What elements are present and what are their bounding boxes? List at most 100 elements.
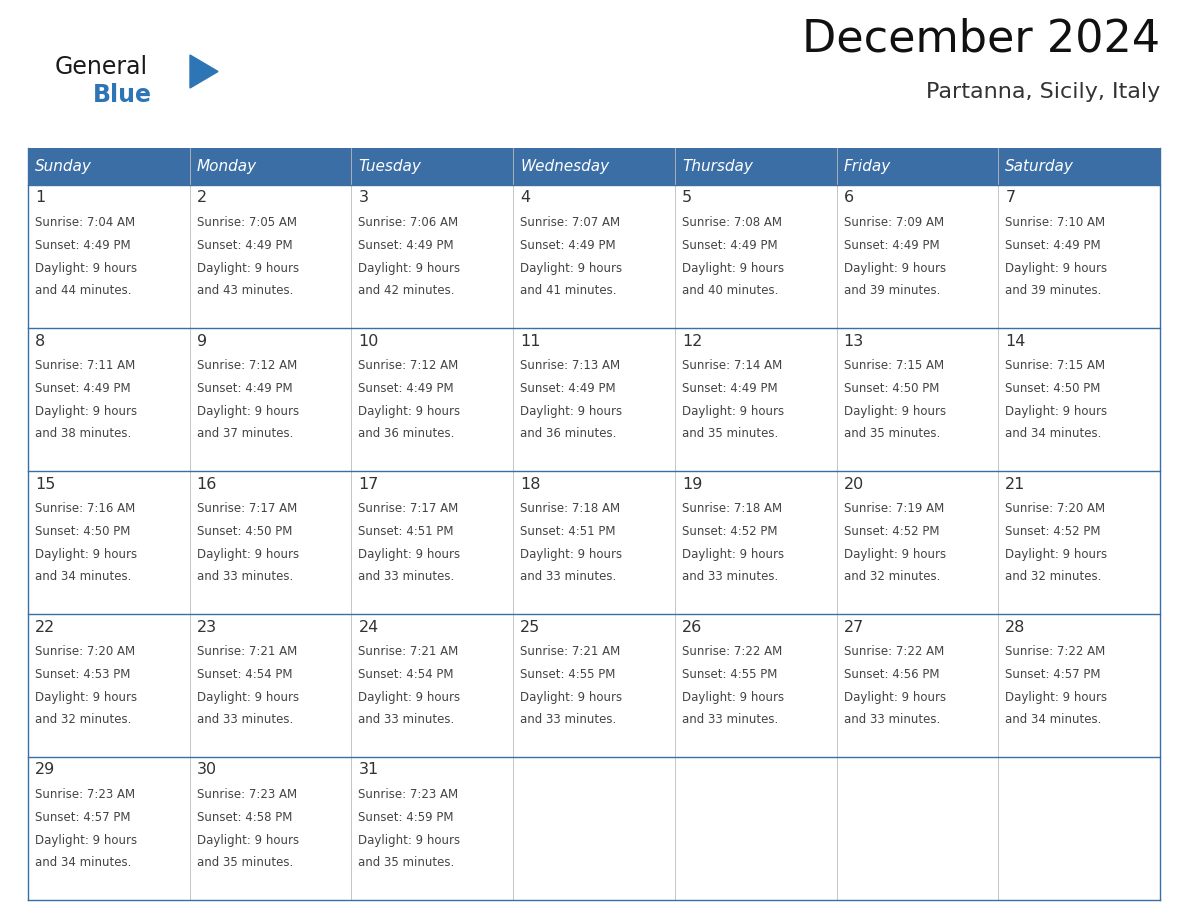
- Text: Sunset: 4:52 PM: Sunset: 4:52 PM: [843, 525, 939, 538]
- Text: Sunrise: 7:16 AM: Sunrise: 7:16 AM: [34, 502, 135, 515]
- Text: 20: 20: [843, 476, 864, 491]
- Text: and 36 minutes.: and 36 minutes.: [359, 428, 455, 441]
- Text: Sunset: 4:49 PM: Sunset: 4:49 PM: [682, 239, 777, 252]
- Bar: [998, 328, 1159, 471]
- Bar: [29, 614, 190, 757]
- Bar: [29, 471, 190, 614]
- Text: 21: 21: [1005, 476, 1025, 491]
- Text: and 32 minutes.: and 32 minutes.: [34, 713, 132, 726]
- Text: Daylight: 9 hours: Daylight: 9 hours: [359, 262, 461, 274]
- Text: and 34 minutes.: and 34 minutes.: [1005, 713, 1101, 726]
- Text: 17: 17: [359, 476, 379, 491]
- Bar: [190, 185, 352, 328]
- Bar: [675, 757, 836, 900]
- Bar: [513, 471, 675, 614]
- Text: and 33 minutes.: and 33 minutes.: [520, 713, 617, 726]
- Text: and 33 minutes.: and 33 minutes.: [359, 570, 455, 584]
- Text: Daylight: 9 hours: Daylight: 9 hours: [843, 405, 946, 418]
- Text: 23: 23: [197, 620, 217, 634]
- Bar: [190, 328, 352, 471]
- Bar: [352, 328, 513, 471]
- Text: Sunrise: 7:21 AM: Sunrise: 7:21 AM: [520, 645, 620, 658]
- Text: Sunset: 4:50 PM: Sunset: 4:50 PM: [197, 525, 292, 538]
- Text: Sunrise: 7:22 AM: Sunrise: 7:22 AM: [1005, 645, 1106, 658]
- Text: Daylight: 9 hours: Daylight: 9 hours: [1005, 262, 1107, 274]
- Text: Sunset: 4:49 PM: Sunset: 4:49 PM: [520, 239, 615, 252]
- Text: Daylight: 9 hours: Daylight: 9 hours: [197, 834, 299, 846]
- Text: and 40 minutes.: and 40 minutes.: [682, 285, 778, 297]
- Bar: [998, 614, 1159, 757]
- Text: 30: 30: [197, 763, 217, 778]
- Text: Daylight: 9 hours: Daylight: 9 hours: [34, 262, 137, 274]
- Text: 19: 19: [682, 476, 702, 491]
- Text: Saturday: Saturday: [1005, 159, 1074, 174]
- Text: and 36 minutes.: and 36 minutes.: [520, 428, 617, 441]
- Text: Sunset: 4:59 PM: Sunset: 4:59 PM: [359, 812, 454, 824]
- Text: 22: 22: [34, 620, 56, 634]
- Bar: [836, 148, 998, 185]
- Text: Sunset: 4:49 PM: Sunset: 4:49 PM: [197, 382, 292, 395]
- Bar: [675, 471, 836, 614]
- Text: 28: 28: [1005, 620, 1025, 634]
- Text: Tuesday: Tuesday: [359, 159, 422, 174]
- Text: Partanna, Sicily, Italy: Partanna, Sicily, Italy: [925, 82, 1159, 102]
- Bar: [29, 148, 190, 185]
- Text: Sunrise: 7:07 AM: Sunrise: 7:07 AM: [520, 217, 620, 230]
- Bar: [352, 471, 513, 614]
- Text: 18: 18: [520, 476, 541, 491]
- Text: and 34 minutes.: and 34 minutes.: [34, 856, 132, 869]
- Text: Sunrise: 7:13 AM: Sunrise: 7:13 AM: [520, 359, 620, 373]
- Text: Sunset: 4:58 PM: Sunset: 4:58 PM: [197, 812, 292, 824]
- Bar: [352, 148, 513, 185]
- Text: Wednesday: Wednesday: [520, 159, 609, 174]
- Text: Daylight: 9 hours: Daylight: 9 hours: [520, 262, 623, 274]
- Text: and 42 minutes.: and 42 minutes.: [359, 285, 455, 297]
- Text: Sunset: 4:56 PM: Sunset: 4:56 PM: [843, 668, 939, 681]
- Bar: [513, 148, 675, 185]
- Text: Sunset: 4:50 PM: Sunset: 4:50 PM: [34, 525, 131, 538]
- Text: Sunrise: 7:12 AM: Sunrise: 7:12 AM: [197, 359, 297, 373]
- Text: Sunrise: 7:17 AM: Sunrise: 7:17 AM: [197, 502, 297, 515]
- Text: Daylight: 9 hours: Daylight: 9 hours: [1005, 548, 1107, 561]
- Text: Sunset: 4:49 PM: Sunset: 4:49 PM: [197, 239, 292, 252]
- Text: December 2024: December 2024: [802, 18, 1159, 61]
- Bar: [513, 185, 675, 328]
- Text: Sunrise: 7:15 AM: Sunrise: 7:15 AM: [843, 359, 943, 373]
- Text: and 35 minutes.: and 35 minutes.: [197, 856, 293, 869]
- Bar: [352, 614, 513, 757]
- Text: Sunset: 4:49 PM: Sunset: 4:49 PM: [359, 382, 454, 395]
- Text: Sunrise: 7:04 AM: Sunrise: 7:04 AM: [34, 217, 135, 230]
- Text: Sunrise: 7:12 AM: Sunrise: 7:12 AM: [359, 359, 459, 373]
- Text: Sunset: 4:50 PM: Sunset: 4:50 PM: [843, 382, 939, 395]
- Text: Sunrise: 7:23 AM: Sunrise: 7:23 AM: [34, 789, 135, 801]
- Bar: [998, 471, 1159, 614]
- Bar: [29, 328, 190, 471]
- Text: Sunset: 4:57 PM: Sunset: 4:57 PM: [1005, 668, 1101, 681]
- Bar: [836, 614, 998, 757]
- Text: Daylight: 9 hours: Daylight: 9 hours: [34, 548, 137, 561]
- Text: Sunrise: 7:23 AM: Sunrise: 7:23 AM: [197, 789, 297, 801]
- Text: and 34 minutes.: and 34 minutes.: [1005, 428, 1101, 441]
- Text: 5: 5: [682, 191, 691, 206]
- Text: and 34 minutes.: and 34 minutes.: [34, 570, 132, 584]
- Text: Sunrise: 7:05 AM: Sunrise: 7:05 AM: [197, 217, 297, 230]
- Bar: [29, 185, 190, 328]
- Text: Daylight: 9 hours: Daylight: 9 hours: [359, 405, 461, 418]
- Text: Daylight: 9 hours: Daylight: 9 hours: [359, 690, 461, 704]
- Text: and 32 minutes.: and 32 minutes.: [1005, 570, 1101, 584]
- Bar: [190, 757, 352, 900]
- Text: Blue: Blue: [93, 83, 152, 107]
- Bar: [513, 614, 675, 757]
- Text: Daylight: 9 hours: Daylight: 9 hours: [1005, 405, 1107, 418]
- Bar: [190, 614, 352, 757]
- Text: Daylight: 9 hours: Daylight: 9 hours: [197, 405, 299, 418]
- Text: Sunrise: 7:15 AM: Sunrise: 7:15 AM: [1005, 359, 1105, 373]
- Text: Sunrise: 7:20 AM: Sunrise: 7:20 AM: [1005, 502, 1105, 515]
- Text: 16: 16: [197, 476, 217, 491]
- Text: Sunset: 4:49 PM: Sunset: 4:49 PM: [520, 382, 615, 395]
- Text: and 39 minutes.: and 39 minutes.: [843, 285, 940, 297]
- Text: 7: 7: [1005, 191, 1016, 206]
- Text: 4: 4: [520, 191, 530, 206]
- Text: Sunset: 4:54 PM: Sunset: 4:54 PM: [197, 668, 292, 681]
- Text: and 35 minutes.: and 35 minutes.: [682, 428, 778, 441]
